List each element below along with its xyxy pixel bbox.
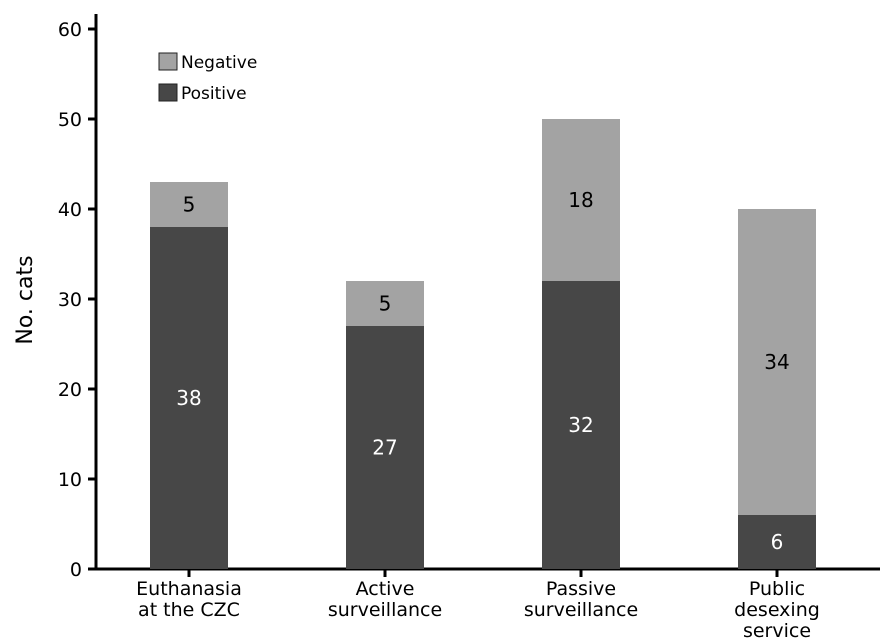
data-label: 5 (379, 292, 392, 316)
x-axis: Euthanasia at the CZC Active surveillance Pa… (94, 567, 880, 642)
data-label: 38 (176, 386, 201, 410)
data-label: 5 (183, 193, 196, 217)
data-label: 34 (764, 350, 789, 374)
y-tick-label: 20 (58, 379, 82, 401)
legend-swatch-negative (158, 52, 178, 71)
legend-label-negative: Negative (181, 53, 257, 73)
bar-negative (542, 119, 620, 281)
x-tick-label: Public desexing service (734, 578, 820, 642)
bar-negative (150, 182, 228, 227)
legend-swatch-positive (158, 83, 178, 102)
x-tick-label: Euthanasia at the CZC (136, 578, 242, 621)
y-axis: 0 10 20 30 40 50 60 (58, 14, 98, 581)
data-label: 6 (771, 530, 784, 554)
bar-positive (738, 515, 816, 569)
data-label: 18 (568, 188, 593, 212)
bar-positive (150, 227, 228, 569)
y-tick-label: 0 (70, 559, 82, 581)
y-tick-label: 40 (58, 199, 82, 221)
y-axis-label: No. cats (13, 255, 38, 344)
data-label: 32 (568, 413, 593, 437)
y-tick-label: 10 (58, 469, 82, 491)
bar-positive (346, 326, 424, 569)
y-tick-label: 60 (58, 19, 82, 41)
y-tick-label: 30 (58, 289, 82, 311)
legend-label-positive: Positive (181, 84, 247, 104)
data-label: 27 (372, 436, 397, 460)
legend: Negative Positive (158, 52, 257, 104)
y-tick-label: 50 (58, 109, 82, 131)
bar-negative (738, 209, 816, 515)
x-tick-label: Active surveillance (328, 578, 442, 621)
bar-positive (542, 281, 620, 569)
x-tick-label: Passive surveillance (524, 578, 638, 621)
bars: 38 5 27 5 32 18 6 34 (150, 119, 816, 569)
bar-negative (346, 281, 424, 326)
